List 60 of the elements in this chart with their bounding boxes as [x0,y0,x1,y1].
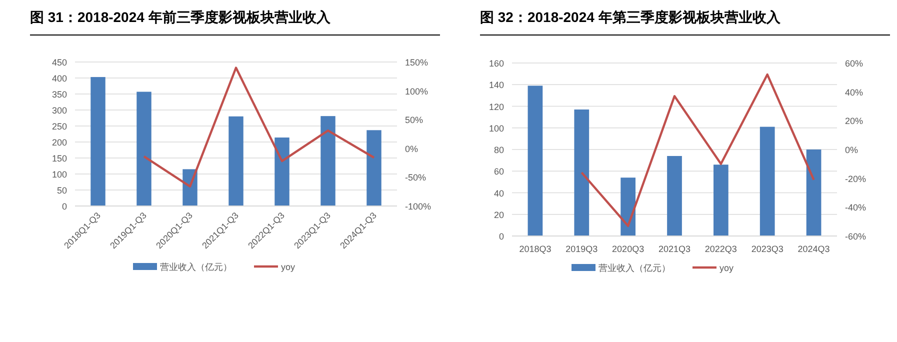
chart-title: 图 32：2018-2024 年第三季度影视板块营业收入 [480,9,782,25]
y-tick-label: 80 [494,145,504,155]
y2-tick-label: 0% [845,145,858,155]
x-tick-label: 2021Q3 [658,244,691,254]
y-tick-label: 60 [494,166,504,177]
y2-tick-label: 0% [405,144,418,154]
y2-tick-label: -60% [845,232,866,242]
y2-tick-label: 100% [405,86,428,96]
y-tick-label: 140 [488,80,504,90]
y-tick-label: 0 [498,232,504,242]
y-tick-label: 160 [488,58,504,68]
y2-tick-label: 60% [845,58,864,68]
bar [528,86,543,236]
y2-tick-label: -40% [845,202,866,213]
y-tick-label: 100 [52,170,67,180]
y-tick-label: 50 [56,186,67,196]
line-series [142,66,376,188]
chart-title: 图 31：2018-2024 年前三季度影视板块营业收入 [30,9,332,25]
y-tick-label: 350 [52,90,67,100]
legend-label: yoy [720,263,734,273]
bar [90,77,106,206]
y-tick-label: 200 [52,138,67,148]
y-tick-label: 120 [488,102,504,112]
bar [620,178,636,236]
bar [667,156,682,236]
y-tick-label: 450 [52,58,67,68]
bar [366,130,382,206]
x-tick-label: 2020Q3 [612,244,644,254]
line-series [580,73,815,228]
y-tick-label: 100 [488,123,504,134]
x-tick-label: 2023Q3 [751,244,784,254]
y-tick-label: 250 [52,122,67,132]
y-tick-label: 150 [52,154,67,164]
y2-tick-label: 20% [845,116,864,126]
legend-label: 营业收入（亿元） [598,263,670,273]
bar [274,138,290,206]
y-tick-label: 20 [494,210,504,220]
bar [806,150,822,236]
y-tick-label: 40 [494,188,504,198]
legend-label: yoy [281,262,296,272]
bar [136,92,152,206]
x-tick-label: 2024Q3 [798,244,830,254]
y2-tick-label: 150% [405,58,428,68]
y2-tick-label: -20% [845,174,866,184]
x-tick-label: 2022Q3 [704,244,737,254]
y2-tick-label: 40% [845,87,864,98]
bar [228,116,244,206]
y-tick-label: 300 [52,106,67,116]
x-tick-label: 2018Q3 [519,244,552,254]
y-tick-label: 400 [52,74,67,84]
bar [320,116,336,206]
y2-tick-label: 50% [405,115,424,126]
legend-label: 营业收入（亿元） [160,262,232,272]
y2-tick-label: -50% [405,172,426,183]
bar [714,164,728,236]
bar [574,109,590,236]
bar [760,126,775,236]
y-tick-label: 0 [62,202,67,212]
y2-tick-label: -100% [405,202,432,212]
x-tick-label: 2019Q3 [566,244,598,254]
